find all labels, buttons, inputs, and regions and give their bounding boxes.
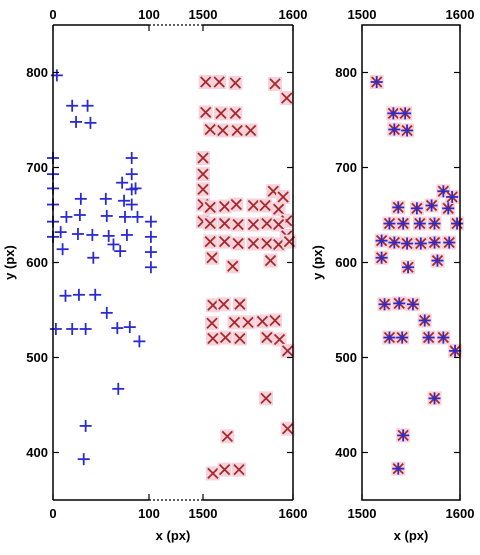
left-xtick-label-top: 1500 — [189, 7, 218, 22]
right-xtick-label-top: 1500 — [348, 7, 377, 22]
left-point-cross-b — [200, 106, 212, 119]
left-point-cross-b — [218, 217, 231, 230]
left-ytick-label: 700 — [26, 160, 48, 175]
left-xtick-label-bottom: 1500 — [189, 506, 218, 521]
left-point-cross-b — [232, 237, 244, 250]
left-point-cross-b — [204, 123, 216, 136]
left-point-cross-b — [204, 201, 216, 214]
left-point-cross-b — [206, 252, 218, 264]
left-point-cross-b — [247, 199, 260, 212]
left-point-cross-b — [219, 331, 232, 344]
left-point-cross-b — [247, 218, 260, 231]
right-xtick-label-top: 1600 — [446, 7, 475, 22]
left-point-cross-b — [227, 260, 239, 272]
left-x-axis-label: x (px) — [156, 528, 191, 543]
left-point-cross-b — [272, 238, 285, 251]
left-point-cross-b — [267, 185, 279, 197]
left-point-cross-b — [261, 217, 273, 230]
left-point-cross-b — [221, 430, 233, 442]
left-point-cross-b — [217, 124, 229, 137]
left-point-cross-b — [264, 254, 277, 267]
right-ytick-label: 600 — [335, 255, 357, 270]
left-panel-points — [47, 69, 297, 481]
left-point-cross-b — [229, 77, 242, 89]
left-point-cross-b — [231, 124, 243, 137]
left-point-cross-b — [207, 467, 219, 480]
left-point-cross-b — [272, 218, 285, 231]
left-point-cross-b — [272, 203, 285, 215]
left-point-cross-b — [234, 298, 246, 310]
right-x-axis-label: x (px) — [394, 528, 429, 543]
left-point-cross-b — [247, 237, 260, 250]
left-point-cross-b — [281, 423, 294, 435]
left-point-cross-b — [245, 124, 257, 137]
right-panel-points — [369, 75, 465, 476]
left-point-cross-b — [229, 107, 242, 119]
left-ytick-label: 600 — [26, 255, 48, 270]
left-point-cross-b — [218, 235, 231, 248]
left-point-cross-b — [207, 299, 219, 311]
right-xtick-label-bottom: 1500 — [348, 506, 377, 521]
left-point-cross-b — [204, 217, 216, 230]
left-point-cross-b — [256, 315, 269, 328]
left-point-cross-b — [213, 76, 225, 88]
left-point-cross-b — [218, 463, 231, 476]
left-point-cross-b — [242, 316, 254, 328]
right-ytick-label: 400 — [335, 445, 357, 460]
left-ytick-label: 800 — [26, 65, 48, 80]
left-point-cross-b — [204, 235, 216, 248]
left-point-cross-b — [207, 332, 219, 345]
left-point-cross-b — [277, 191, 289, 203]
left-point-cross-b — [273, 333, 286, 346]
left-point-cross-b — [197, 183, 209, 195]
left-point-cross-b — [200, 76, 212, 88]
left-ytick-label: 400 — [26, 445, 48, 460]
left-point-cross-b — [281, 92, 293, 104]
left-y-axis-label: y (px) — [2, 245, 17, 280]
right-ytick-label: 800 — [335, 65, 357, 80]
right-y-axis-label: y (px) — [310, 245, 325, 280]
left-point-cross-b — [233, 463, 245, 476]
left-point-cross-b — [197, 152, 209, 164]
left-point-cross-b — [215, 107, 227, 119]
left-ytick-label: 500 — [26, 350, 48, 365]
left-xtick-label-top: 0 — [49, 7, 56, 22]
left-xtick-label-bottom: 100 — [138, 506, 160, 521]
right-xtick-label-bottom: 1600 — [446, 506, 475, 521]
left-point-cross-b — [234, 332, 246, 345]
left-xtick-label-top: 100 — [138, 7, 160, 22]
left-point-cross-b — [218, 200, 231, 213]
left-point-cross-b — [269, 314, 281, 327]
left-point-cross-b — [269, 78, 281, 90]
left-point-cross-b — [281, 345, 294, 357]
left-point-cross-b — [218, 298, 230, 310]
left-point-cross-b — [260, 392, 272, 404]
left-point-cross-b — [259, 199, 271, 212]
left-point-cross-b — [206, 317, 218, 329]
left-xtick-label-top: 1600 — [279, 7, 308, 22]
left-point-cross-b — [230, 198, 242, 211]
left-point-cross-b — [232, 218, 244, 231]
left-xtick-label-bottom: 1600 — [279, 506, 308, 521]
left-point-cross-b — [261, 237, 273, 250]
left-point-cross-b — [261, 331, 273, 344]
left-point-cross-b — [228, 316, 241, 328]
left-point-cross-b — [197, 168, 209, 180]
right-ytick-label: 500 — [335, 350, 357, 365]
left-xtick-label-bottom: 0 — [49, 506, 56, 521]
right-ytick-label: 700 — [335, 160, 357, 175]
